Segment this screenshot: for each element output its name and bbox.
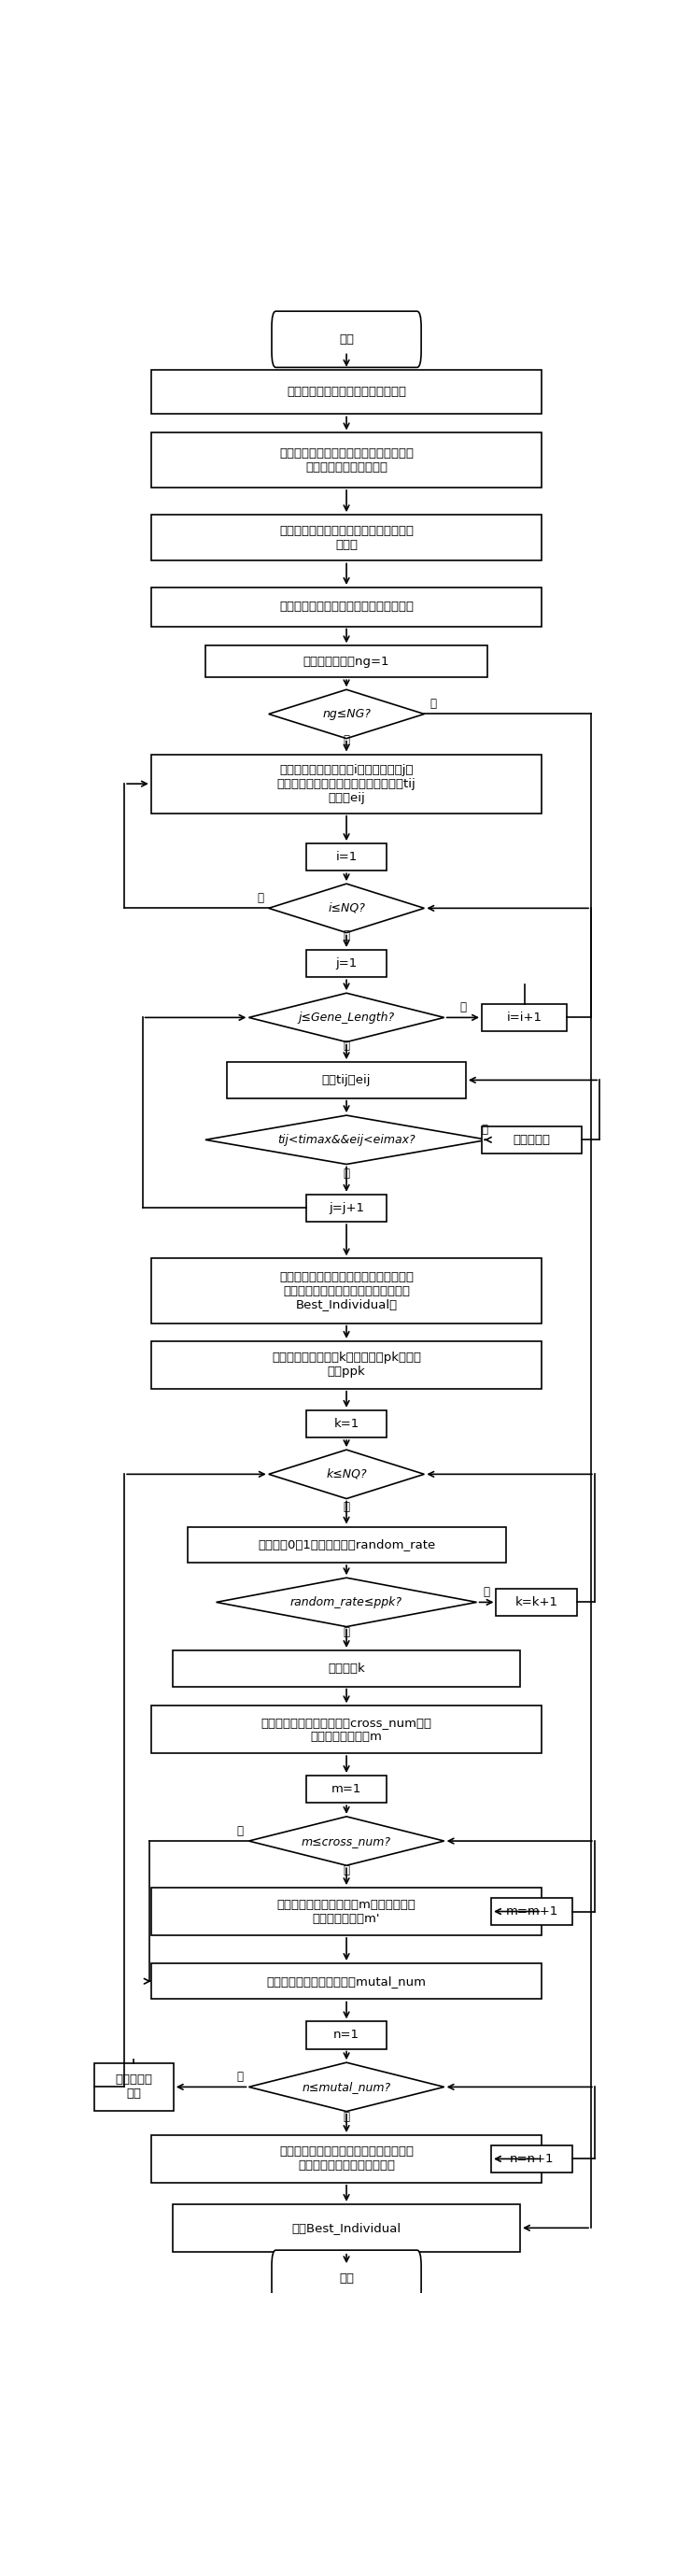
Bar [151,1260,542,1324]
Text: 随机选择一个个体与个体m进行单切点交
叉，产生新个体m': 随机选择一个个体与个体m进行单切点交 叉，产生新个体m' [277,1899,416,1924]
Text: 是: 是 [343,1865,349,1878]
Text: ng≤NG?: ng≤NG? [322,708,370,721]
Bar [151,515,542,562]
Bar [306,1409,387,1437]
Text: 选择个体k: 选择个体k [328,1662,365,1674]
Bar [306,842,387,871]
Text: 开始: 开始 [339,332,354,345]
Text: n≤mutal_num?: n≤mutal_num? [302,2081,391,2094]
Text: 计算种群中每个个体的适应值，并将当前
种群中适应值最大的个体的基因保存在
Best_Individual中: 计算种群中每个个体的适应值，并将当前 种群中适应值最大的个体的基因保存在 Bes… [279,1270,414,1311]
Bar [227,1061,466,1097]
Text: 计算参与变异操作的基因数mutal_num: 计算参与变异操作的基因数mutal_num [266,1976,427,1986]
Polygon shape [216,1577,477,1625]
Text: 随机选择种群中的一个个体，并随机选择
其一个基因为，进行变异操作: 随机选择种群中的一个个体，并随机选择 其一个基因为，进行变异操作 [279,2146,414,2172]
Bar [151,1963,542,1999]
FancyBboxPatch shape [272,2251,421,2306]
Text: 否: 否 [237,1824,243,1837]
Text: 否: 否 [460,1002,466,1015]
Text: m=1: m=1 [331,1783,362,1795]
Bar [151,1342,542,1388]
FancyBboxPatch shape [272,312,421,368]
Text: k=1: k=1 [334,1417,359,1430]
Text: m=m+1: m=m+1 [506,1906,558,1917]
Bar [151,755,542,814]
Text: i=i+1: i=i+1 [507,1012,542,1023]
Text: i=1: i=1 [335,850,358,863]
Text: tij<timax&&eij<eimax?: tij<timax&&eij<eimax? [278,1133,415,1146]
Text: j≤Gene_Length?: j≤Gene_Length? [298,1012,395,1023]
Text: 是: 是 [343,1625,349,1638]
Text: 否: 否 [483,1587,489,1597]
Text: random_rate≤ppk?: random_rate≤ppk? [291,1597,402,1607]
Bar [306,1195,387,1221]
Text: 收集计算任务和无线信道的相关信息: 收集计算任务和无线信道的相关信息 [287,386,406,397]
Text: 是: 是 [343,1041,349,1051]
Bar [94,2063,174,2110]
Text: 是: 是 [343,930,349,940]
Text: 是: 是 [343,1167,349,1180]
Bar [151,1888,542,1935]
Text: 否: 否 [237,2071,243,2084]
Bar [151,368,542,415]
Bar [496,1589,577,1615]
Text: k≤NQ?: k≤NQ? [326,1468,367,1481]
Polygon shape [249,994,444,1041]
Text: j=j+1: j=j+1 [329,1203,364,1213]
Text: 新一代种群
产生: 新一代种群 产生 [115,2074,152,2099]
Bar [151,433,542,487]
Bar [151,2136,542,2182]
Bar [482,1126,581,1154]
Text: 计算每个任务在三种卸载方式下的任务处
理时间与移动设备的能耗: 计算每个任务在三种卸载方式下的任务处 理时间与移动设备的能耗 [279,448,414,474]
Text: 是: 是 [343,734,349,747]
Bar [187,1528,506,1564]
Bar [491,1899,572,1924]
Text: 计算tij和eij: 计算tij和eij [322,1074,371,1087]
Text: n=1: n=1 [333,2030,360,2040]
Text: k=k+1: k=k+1 [515,1597,558,1607]
Text: 否: 否 [429,698,436,711]
Text: 结束: 结束 [339,2272,354,2285]
Bar [151,587,542,626]
Text: j=1: j=1 [335,958,358,969]
Polygon shape [249,2063,444,2112]
Text: 否: 否 [257,891,264,904]
Polygon shape [249,1816,444,1865]
Text: 剔除在三种卸载方式中均不满足约束条件
的任务: 剔除在三种卸载方式中均不满足约束条件 的任务 [279,526,414,551]
Bar [306,951,387,976]
Text: i≤NQ?: i≤NQ? [328,902,365,914]
Text: 返回Best_Individual: 返回Best_Individual [292,2223,401,2233]
Text: n=n+1: n=n+1 [510,2154,554,2164]
Text: 生成一个0到1之间的随机数random_rate: 生成一个0到1之间的随机数random_rate [258,1538,435,1551]
Polygon shape [268,1450,425,1499]
Bar [306,2022,387,2048]
Bar [173,1651,520,1687]
Polygon shape [268,884,425,933]
Bar [491,2146,572,2172]
Text: 修改基因位: 修改基因位 [513,1133,550,1146]
Text: 计算参与交叉操作的个体数cross_num，对
种群中每一个个体m: 计算参与交叉操作的个体数cross_num，对 种群中每一个个体m [261,1716,432,1741]
Bar [173,2205,520,2251]
Polygon shape [206,1115,487,1164]
Bar [206,647,487,677]
Bar [151,1705,542,1754]
Polygon shape [268,690,425,739]
Text: 否: 否 [481,1123,488,1136]
Text: 是: 是 [343,1502,349,1512]
Bar [306,1775,387,1803]
Text: 初始化遗传算法相关参数，产生初始种群: 初始化遗传算法相关参数，产生初始种群 [279,600,414,613]
Bar [482,1005,567,1030]
Text: 计算种群中每个个体k的选择概率pk和累计
概率ppk: 计算种群中每个个体k的选择概率pk和累计 概率ppk [272,1352,421,1378]
Text: 是: 是 [343,2112,349,2123]
Text: m≤cross_num?: m≤cross_num? [301,1834,391,1847]
Text: 初始化迭代次数ng=1: 初始化迭代次数ng=1 [304,654,389,667]
Text: 对于种群中每一个个体i的每一位基因j所
对应的卸载方式的计算任务的处理时间tij
和能耗eij: 对于种群中每一个个体i的每一位基因j所 对应的卸载方式的计算任务的处理时间tij… [277,762,416,804]
